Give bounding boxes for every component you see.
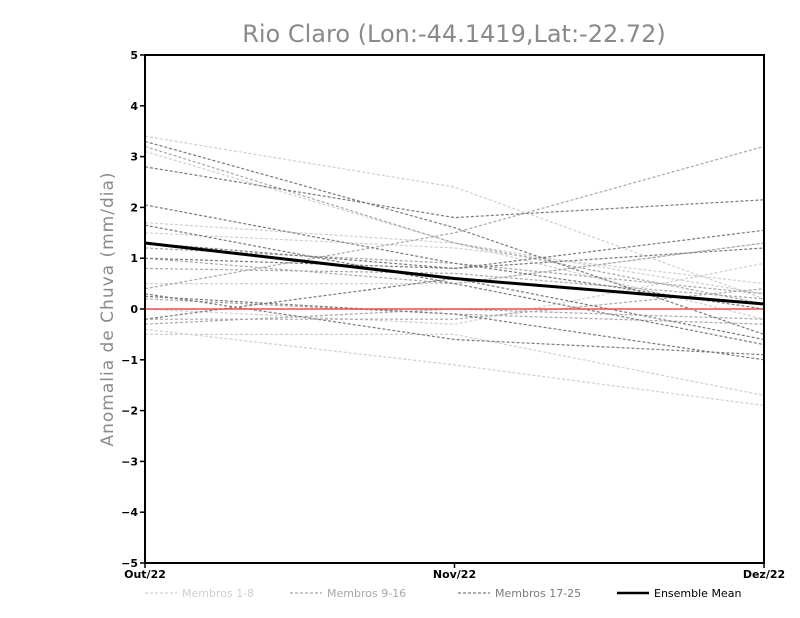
y-tick-label: −1 xyxy=(121,354,138,367)
y-tick-label: −4 xyxy=(121,506,138,519)
y-tick-label: 3 xyxy=(130,151,138,164)
member-line-group3-9 xyxy=(144,247,765,270)
y-tick-label: 1 xyxy=(130,252,138,265)
chart-title: Rio Claro (Lon:-44.1419,Lat:-22.72) xyxy=(242,20,666,48)
member-line-group1-1 xyxy=(144,135,765,300)
member-line-group1-7 xyxy=(144,232,765,285)
member-line-group2-8 xyxy=(144,308,765,325)
member-line-group3-4 xyxy=(144,224,765,346)
member-line-group2-7 xyxy=(144,242,765,285)
member-line-group2-5 xyxy=(144,298,765,325)
legend-label: Membros 1-8 xyxy=(182,587,254,600)
y-tick-label: −2 xyxy=(121,405,138,418)
legend-label: Membros 17-25 xyxy=(495,587,581,600)
member-line-group1-3 xyxy=(144,222,765,295)
member-line-group3-2 xyxy=(144,166,765,219)
y-tick-label: 4 xyxy=(130,100,138,113)
x-tick-label: Out/22 xyxy=(124,568,166,581)
y-tick-label: 2 xyxy=(130,201,138,214)
member-line-group2-6 xyxy=(145,288,765,320)
y-axis-label: Anomalia de Chuva (mm/dia) xyxy=(98,171,118,446)
x-tick-label: Dez/22 xyxy=(743,568,785,581)
member-line-group3-6 xyxy=(144,293,765,356)
y-tick-label: −5 xyxy=(121,557,138,570)
member-line-group2-4 xyxy=(144,267,765,300)
member-line-group2-1 xyxy=(144,145,765,305)
member-line-group3-3 xyxy=(144,204,765,310)
member-line-group1-2 xyxy=(144,150,765,320)
member-line-group1-5 xyxy=(144,328,765,407)
x-tick-label: Nov/22 xyxy=(433,568,476,581)
member-line-group3-7 xyxy=(144,295,765,361)
member-line-group3-1 xyxy=(144,140,765,335)
y-tick-label: 5 xyxy=(130,49,138,62)
member-line-group2-3 xyxy=(144,247,765,295)
legend-label: Ensemble Mean xyxy=(654,587,741,600)
legend: Membros 1-8 Membros 9-16 Membros 17-25 Ense… xyxy=(145,587,741,600)
y-tick-label: −3 xyxy=(121,455,138,468)
legend-label: Membros 9-16 xyxy=(327,587,406,600)
y-tick-label: 0 xyxy=(130,303,138,316)
member-line-group3-5 xyxy=(144,229,765,270)
member-line-group1-4 xyxy=(145,242,765,285)
ensemble-mean-line xyxy=(144,241,765,306)
